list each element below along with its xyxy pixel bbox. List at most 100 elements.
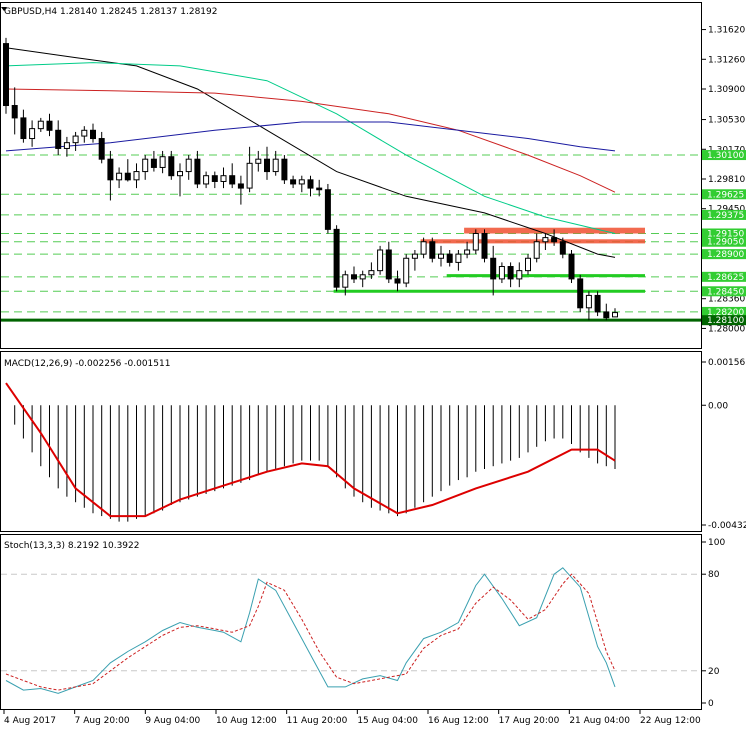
candle-body [272, 158, 279, 173]
price-label-bg [702, 315, 746, 326]
candle-body [29, 128, 36, 140]
price-level-label: 1.30100 [707, 151, 744, 161]
candle-body [455, 253, 462, 263]
price-level-label: 1.29150 [707, 229, 744, 239]
price-tick-label: 1.31260 [708, 55, 745, 65]
time-tick-label: 4 Aug 2017 [4, 716, 56, 726]
time-tick-label: 15 Aug 04:00 [357, 716, 418, 726]
macd-chart: 0.001561 0.00 -0.004322 [5, 358, 746, 531]
candle-body [446, 253, 453, 263]
price-tick-label: 1.29450 [708, 205, 745, 215]
candle-body [542, 237, 549, 243]
candle-body [568, 253, 575, 280]
price-level-label: 1.28625 [707, 273, 744, 283]
macd-chart-title: MACD(12,26,9) -0.002256 -0.001511 [4, 359, 170, 369]
candle-body [507, 266, 514, 280]
price-label-bg [702, 286, 746, 297]
price-tick-label: 1.29810 [708, 175, 745, 185]
candle-body [133, 171, 140, 181]
candle-body [559, 241, 566, 255]
candle-body [63, 142, 70, 149]
candle-body [46, 120, 53, 131]
time-tick-label: 11 Aug 20:00 [287, 716, 348, 726]
candle-body [394, 278, 401, 284]
stoch-tick-label: 20 [708, 667, 720, 677]
time-axis: 4 Aug 2017 7 Aug 20:00 9 Aug 04:00 10 Aug 1… [3, 710, 701, 726]
candle-body [20, 117, 27, 140]
candle-body [168, 156, 175, 177]
price-level-label: 1.29050 [707, 238, 744, 248]
price-level-label: 1.29375 [707, 211, 744, 221]
candle-body [203, 175, 210, 185]
time-tick-label: 17 Aug 20:00 [499, 716, 560, 726]
price-label-bg [702, 306, 746, 317]
macd-tick-label: 0.001561 [708, 358, 746, 368]
candle-body [98, 138, 105, 160]
candle-body [290, 179, 297, 185]
candle-body [124, 172, 131, 181]
candle-body [281, 158, 288, 181]
candle-body [377, 249, 384, 272]
time-tick-label: 16 Aug 12:00 [428, 716, 489, 726]
time-tick-label: 9 Aug 04:00 [145, 716, 200, 726]
price-label-bg [702, 228, 746, 239]
candle-body [429, 241, 436, 259]
candle-body [481, 232, 488, 259]
price-label-bg [702, 189, 746, 200]
stoch-line [5, 573, 616, 691]
price-level-label: 1.28200 [707, 308, 744, 318]
candle-body [298, 179, 305, 185]
candle-body [116, 172, 123, 181]
price-chart: 1.316201.312601.309001.305301.301701.298… [1, 26, 746, 334]
candle-body [159, 156, 166, 168]
candle-body [220, 175, 227, 182]
macd-tick-label: -0.004322 [708, 521, 746, 531]
macd-panel-frame [0, 351, 702, 532]
candle-body [37, 120, 44, 130]
candle-body [194, 158, 201, 185]
price-label-bg [702, 249, 746, 260]
candle-body [464, 249, 471, 255]
candle-body [81, 129, 88, 137]
candle-body [185, 158, 192, 173]
time-tick-label: 7 Aug 20:00 [75, 716, 130, 726]
candle-body [246, 162, 253, 189]
candle-body [107, 158, 114, 181]
stoch-panel-frame [0, 534, 702, 710]
price-label-bg [702, 150, 746, 161]
price-level-label: 1.28100 [707, 316, 744, 326]
candle-body [498, 266, 505, 280]
time-tick-label: 10 Aug 12:00 [216, 716, 277, 726]
time-tick-label: 21 Aug 04:00 [569, 716, 630, 726]
candle-body [150, 158, 157, 168]
candle-body [255, 158, 262, 164]
candle-body [594, 294, 601, 313]
price-tick-label: 1.28000 [708, 324, 745, 334]
candle-body [264, 158, 270, 173]
price-chart-title: GBPUSD,H4 1.28140 1.28245 1.28137 1.2819… [4, 7, 217, 17]
candle-body [403, 257, 410, 284]
price-level-label: 1.29625 [707, 190, 744, 200]
price-tick-label: 1.31620 [708, 26, 745, 36]
candle-body [3, 43, 9, 107]
candle-body [11, 105, 18, 119]
candle-body [90, 129, 96, 140]
candle-body [237, 183, 244, 189]
candle-body [324, 189, 331, 230]
candle-body [351, 274, 357, 280]
candle-body [603, 311, 610, 319]
stoch-chart-title: Stoch(13,3,3) 8.2192 10.3922 [4, 541, 139, 551]
price-tick-label: 1.28360 [708, 295, 745, 305]
moving-average-line [5, 121, 616, 152]
macd-signal-line [5, 382, 616, 518]
dropdown-triangle-icon[interactable] [1, 7, 7, 11]
candle-body [55, 129, 62, 149]
stoch-tick-label: 0 [708, 699, 714, 709]
moving-average-line [5, 88, 616, 193]
price-tick-label: 1.30900 [708, 85, 745, 95]
candle-body [342, 274, 349, 288]
stoch-line [5, 567, 616, 694]
candle-body [307, 179, 314, 189]
candle-body [438, 253, 444, 259]
macd-tick-label: 0.00 [708, 401, 728, 411]
